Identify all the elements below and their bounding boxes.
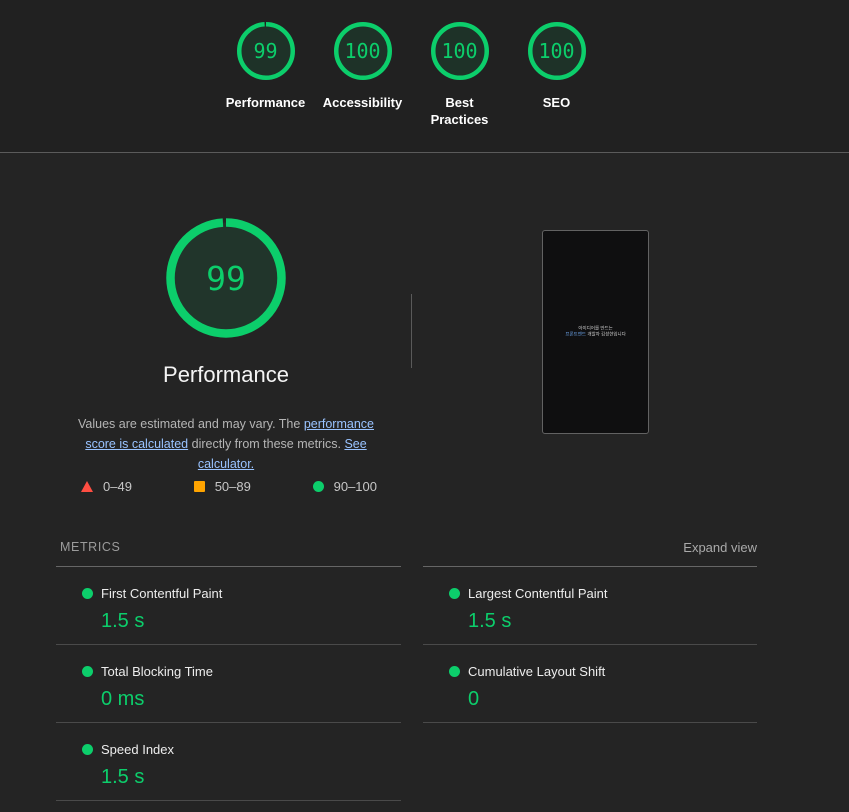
description-text: Values are estimated and may vary. The: [78, 416, 304, 431]
scores-row: 99 Performance 100 Accessibility: [217, 22, 605, 152]
metric-largest-contentful-paint: Largest Contentful Paint 1.5 s: [423, 567, 757, 645]
header-gauge-performance[interactable]: 99 Performance: [217, 22, 314, 152]
seo-gauge-label: SEO: [542, 95, 571, 110]
metric-name: Largest Contentful Paint: [468, 586, 608, 601]
metric-cumulative-layout-shift: Cumulative Layout Shift 0: [423, 645, 757, 723]
screenshot-text-highlight: 프론트엔드: [565, 332, 586, 338]
screenshot-text-line2: 프론트엔드 개발자 김성현입니다: [565, 332, 625, 338]
main-performance-score: 99: [206, 258, 246, 298]
fail-triangle-icon: [81, 481, 93, 492]
metric-speed-index: Speed Index 1.5 s: [56, 723, 401, 801]
pass-circle-icon: [312, 481, 324, 492]
main-performance-gauge: 99: [166, 218, 286, 338]
screenshot-content: 아이디어를 만드는 프론트엔드 개발자 김성현입니다: [565, 326, 625, 339]
metrics-column-left: First Contentful Paint 1.5 s Total Block…: [56, 566, 401, 801]
metrics-section-label: METRICS: [60, 540, 121, 554]
legend-label: 50–89: [214, 479, 251, 494]
metric-value: 1.5 s: [468, 610, 512, 632]
screenshot-text-rest: 개발자 김성현입니다: [585, 332, 626, 338]
metric-first-contentful-paint: First Contentful Paint 1.5 s: [56, 567, 401, 645]
pass-dot-icon: [449, 666, 460, 677]
page-screenshot-thumbnail: 아이디어를 만드는 프론트엔드 개발자 김성현입니다: [542, 230, 649, 434]
header-gauge-seo[interactable]: 100 SEO: [508, 22, 605, 152]
header-gauge-accessibility[interactable]: 100 Accessibility: [314, 22, 411, 152]
pass-dot-icon: [82, 588, 93, 599]
metric-value: 1.5 s: [101, 610, 145, 632]
accessibility-gauge-icon: 100: [333, 22, 392, 80]
gauge-screenshot-divider: [411, 294, 412, 368]
best-practices-score: 100: [441, 39, 478, 63]
metrics-column-right: Largest Contentful Paint 1.5 s Cumulativ…: [423, 566, 757, 723]
seo-score: 100: [538, 39, 575, 63]
metric-value: 1.5 s: [101, 766, 145, 788]
score-calculated-link[interactable]: performance score is calculated: [85, 416, 374, 451]
metric-value: 0: [468, 688, 480, 710]
accessibility-gauge-label: Accessibility: [322, 95, 403, 110]
main-performance-gauge-icon: 99: [166, 218, 286, 338]
performance-gauge-label: Performance: [225, 95, 306, 110]
best-practices-gauge-label: Best Practices: [430, 95, 489, 127]
average-square-icon: [193, 481, 205, 492]
metric-name: Speed Index: [101, 742, 175, 757]
performance-gauge-icon: 99: [236, 22, 295, 80]
description-text: directly from these metrics.: [188, 436, 345, 451]
seo-gauge-icon: 100: [527, 22, 586, 80]
metric-name: Total Blocking Time: [101, 664, 213, 679]
scores-header: 99 Performance 100 Accessibility: [0, 0, 849, 153]
pass-dot-icon: [449, 588, 460, 599]
see-calculator-link[interactable]: See calculator.: [197, 436, 367, 471]
legend-fail-range: 0–49: [81, 479, 132, 494]
screenshot-text-line1: 아이디어를 만드는: [578, 325, 613, 332]
pass-dot-icon: [82, 666, 93, 677]
performance-score: 99: [253, 39, 278, 63]
metric-total-blocking-time: Total Blocking Time 0 ms: [56, 645, 401, 723]
performance-description: Values are estimated and may vary. The p…: [68, 414, 384, 474]
legend-label: 0–49: [103, 479, 132, 494]
legend-average-range: 50–89: [193, 479, 251, 494]
header-gauge-best-practices[interactable]: 100 Best Practices: [411, 22, 508, 152]
accessibility-score: 100: [344, 39, 381, 63]
legend-pass-range: 90–100: [312, 479, 377, 494]
metric-value: 0 ms: [101, 688, 145, 710]
performance-section-title: Performance: [163, 362, 289, 387]
metric-name: First Contentful Paint: [101, 586, 223, 601]
pass-dot-icon: [82, 744, 93, 755]
legend-label: 90–100: [333, 479, 377, 494]
metric-name: Cumulative Layout Shift: [468, 664, 606, 679]
score-legend: 0–49 50–89 90–100: [81, 479, 377, 494]
best-practices-gauge-icon: 100: [430, 22, 489, 80]
expand-view-button[interactable]: Expand view: [683, 540, 757, 555]
